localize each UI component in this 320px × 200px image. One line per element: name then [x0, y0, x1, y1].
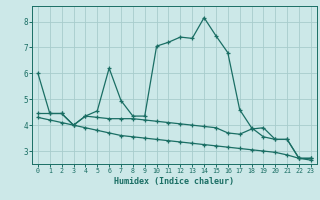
- X-axis label: Humidex (Indice chaleur): Humidex (Indice chaleur): [115, 177, 234, 186]
